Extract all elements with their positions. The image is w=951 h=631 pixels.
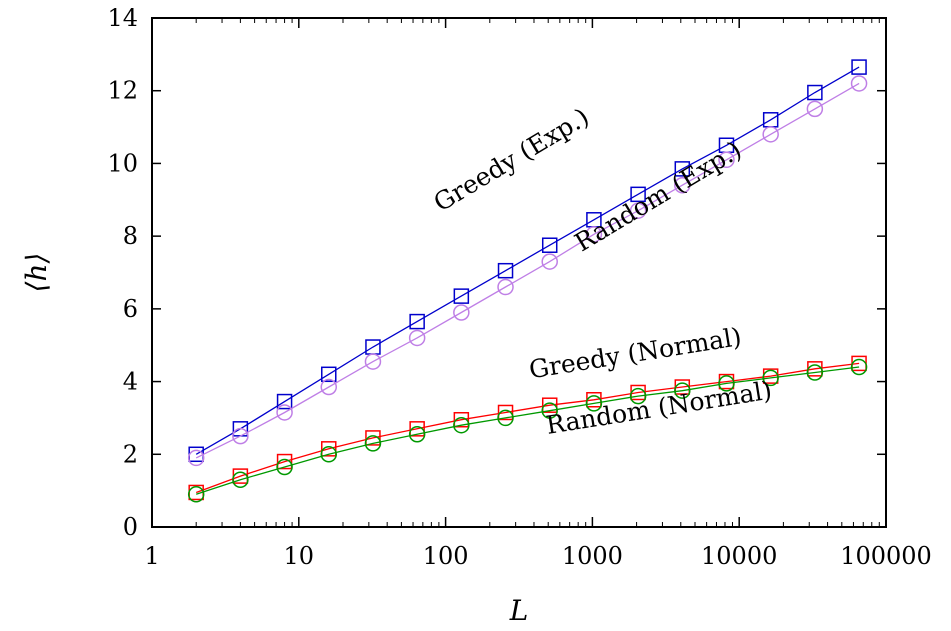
data-point-square bbox=[497, 404, 514, 421]
data-point-circle bbox=[674, 176, 691, 194]
data-point-circle bbox=[453, 304, 470, 321]
data-point-circle bbox=[629, 202, 647, 219]
y-tick-label: 0 bbox=[123, 513, 138, 541]
data-point-square bbox=[276, 453, 293, 470]
data-point-circle bbox=[408, 426, 426, 443]
series-random-exp bbox=[187, 75, 868, 467]
y-tick-label: 4 bbox=[123, 368, 138, 396]
fit-line bbox=[195, 366, 860, 495]
data-point-circle bbox=[187, 486, 205, 503]
data-point-circle bbox=[541, 253, 558, 270]
series-annotation: Random (Exp.) bbox=[570, 135, 747, 257]
data-point-circle bbox=[232, 471, 249, 488]
y-tick-label: 8 bbox=[123, 222, 138, 250]
data-point-square bbox=[321, 366, 337, 383]
data-point-circle bbox=[497, 278, 514, 296]
data-point-square bbox=[453, 411, 470, 428]
data-point-square bbox=[541, 397, 558, 413]
data-point-circle bbox=[497, 409, 514, 427]
plot-frame bbox=[151, 17, 887, 528]
x-tick-label: 100 bbox=[423, 542, 469, 570]
data-point-circle bbox=[320, 446, 338, 463]
data-point-square bbox=[409, 313, 425, 330]
x-axis-title: L bbox=[509, 594, 529, 627]
data-point-circle bbox=[320, 378, 338, 396]
series-annotation: Random (Normal) bbox=[544, 376, 774, 440]
data-point-circle bbox=[364, 435, 382, 452]
x-tick-label: 10000 bbox=[701, 542, 777, 570]
data-point-circle bbox=[453, 416, 470, 434]
data-point-circle bbox=[232, 427, 249, 445]
y-tick-label: 6 bbox=[123, 295, 138, 323]
ticks-layer bbox=[151, 17, 887, 528]
y-axis-title: ⟨h⟩ bbox=[20, 253, 53, 293]
data-point-circle bbox=[585, 226, 603, 243]
data-point-circle bbox=[541, 402, 558, 419]
x-tick-label: 100000 bbox=[840, 542, 932, 570]
data-point-square bbox=[365, 430, 381, 446]
series-greedy-normal bbox=[188, 355, 867, 501]
data-point-circle bbox=[850, 75, 868, 92]
data-point-circle bbox=[674, 382, 691, 399]
data-point-circle bbox=[850, 358, 868, 376]
data-point-circle bbox=[762, 369, 779, 387]
data-point-square bbox=[497, 262, 514, 279]
data-point-square bbox=[807, 84, 823, 101]
data-point-square bbox=[851, 59, 867, 75]
series-random-normal bbox=[187, 358, 868, 503]
data-point-circle bbox=[806, 364, 824, 381]
data-point-square bbox=[674, 161, 691, 177]
x-tick-label: 1 bbox=[144, 542, 159, 570]
data-point-square bbox=[541, 237, 558, 253]
data-point-square bbox=[453, 288, 470, 304]
fit-line bbox=[195, 66, 860, 455]
data-point-circle bbox=[629, 387, 647, 405]
data-point-square bbox=[321, 441, 337, 457]
data-point-circle bbox=[276, 404, 293, 421]
data-point-square bbox=[409, 421, 425, 437]
series-greedy-exp bbox=[188, 59, 867, 463]
data-point-circle bbox=[718, 375, 735, 392]
data-point-square bbox=[630, 186, 646, 203]
labels-layer: 0 2 4 6 8 10 12 14 1 10 100 1000 10000 100000 bbox=[107, 4, 931, 570]
data-point-circle bbox=[585, 395, 603, 412]
series-layer bbox=[187, 59, 868, 503]
data-point-square bbox=[276, 393, 293, 410]
data-point-circle bbox=[806, 100, 824, 118]
x-tick-label: 10 bbox=[284, 542, 315, 570]
y-tick-label: 2 bbox=[123, 440, 138, 468]
fit-line bbox=[195, 82, 860, 459]
fit-line bbox=[195, 362, 860, 494]
y-tick-label: 10 bbox=[107, 149, 138, 177]
series-annotation: Greedy (Normal) bbox=[527, 322, 743, 384]
data-point-circle bbox=[276, 458, 293, 476]
data-point-circle bbox=[187, 449, 205, 467]
annotation-layer: Greedy (Exp.)Random (Exp.) Greedy (Normal… bbox=[429, 102, 774, 440]
data-point-circle bbox=[364, 353, 382, 370]
data-point-circle bbox=[408, 329, 426, 347]
data-point-circle bbox=[762, 126, 779, 143]
y-tick-label: 12 bbox=[107, 77, 138, 105]
data-point-circle bbox=[718, 151, 735, 169]
data-point-square bbox=[188, 446, 204, 463]
series-annotation: Greedy (Exp.) bbox=[429, 102, 594, 217]
y-tick-label: 14 bbox=[107, 4, 138, 32]
x-tick-label: 1000 bbox=[562, 542, 623, 570]
